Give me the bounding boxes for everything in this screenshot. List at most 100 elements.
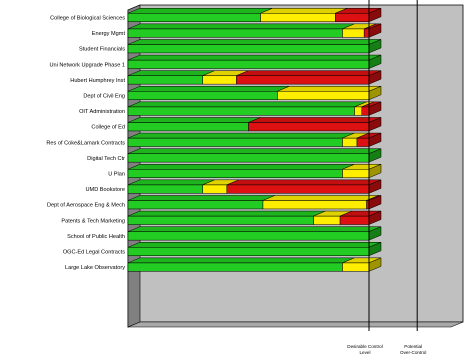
category-label: Hubert Humphrey Inst — [70, 78, 125, 84]
bar-segment — [260, 13, 336, 22]
bar-segment-top — [127, 179, 215, 186]
category-label: Res of Coke&Lamark Contracts — [46, 140, 125, 146]
bar-segment-top — [127, 101, 367, 108]
bar-segment — [127, 28, 343, 38]
bar-segment — [127, 169, 343, 178]
bar-segment — [342, 28, 365, 38]
category-label: Digital Tech Ctr — [87, 156, 125, 162]
bar-segment — [127, 44, 370, 54]
plot-floor — [127, 321, 464, 328]
bar-segment-top — [127, 8, 273, 14]
bar-segment — [127, 91, 278, 100]
bar-segment — [127, 106, 355, 116]
bar-segment — [356, 137, 370, 147]
bar-segment-top — [277, 86, 382, 92]
bar-segment — [342, 262, 370, 272]
bar-segment-top — [127, 54, 382, 61]
bar-row — [127, 39, 382, 54]
bar-segment-top — [236, 70, 382, 76]
category-label: Dept of Aerospace Eng & Mech — [47, 203, 125, 209]
bar-segment — [354, 106, 363, 116]
bar-segment-top — [127, 148, 382, 154]
bar-segment-top — [127, 164, 355, 170]
bar-row — [127, 23, 382, 38]
bar-segment — [127, 231, 370, 241]
bar-row — [127, 132, 382, 147]
bar-segment-top — [127, 210, 326, 217]
bar-segment — [236, 75, 370, 85]
bar-segment — [127, 122, 249, 132]
bar-segment-top — [127, 242, 382, 248]
bar-segment-top — [127, 39, 382, 45]
bar-segment — [127, 13, 261, 22]
bar-row — [127, 257, 382, 272]
bar-row — [127, 117, 382, 132]
bars — [127, 7, 382, 272]
bar-segment — [226, 184, 370, 194]
bar-segment-top — [127, 132, 355, 139]
category-label: Large Lake Observatory — [65, 265, 125, 271]
bar-segment — [262, 200, 367, 210]
reference-label: Level — [360, 350, 371, 355]
bar-row — [127, 179, 382, 194]
category-label: Dept of Civil Eng — [83, 94, 125, 100]
bar-segment — [127, 215, 314, 225]
bar-row — [127, 101, 382, 116]
bar-segment — [202, 75, 237, 85]
category-label: College of Biological Sciences — [50, 16, 125, 22]
bar-row — [127, 70, 382, 85]
bar-segment-top — [260, 8, 348, 14]
category-label: OIT Administration — [79, 109, 125, 115]
bar-segment — [127, 137, 343, 147]
category-label: College of Ed — [91, 125, 125, 131]
bar-segment-top — [226, 179, 382, 186]
category-label: Student Financials — [79, 47, 125, 53]
bar-segment — [127, 153, 370, 163]
bar-segment — [313, 215, 341, 225]
bar-segment-top — [262, 195, 379, 201]
bar-segment-top — [127, 117, 261, 123]
category-label: Uni Network Upgrade Phase 1 — [49, 62, 125, 68]
bar-segment — [127, 59, 370, 69]
bar-segment — [339, 215, 370, 225]
bar-row — [127, 148, 382, 163]
bar-segment — [277, 91, 370, 100]
category-label: U Plan — [108, 172, 125, 178]
bar-segment-top — [127, 195, 276, 201]
bar-segment — [127, 247, 370, 256]
reference-label: Over-Control — [400, 350, 426, 355]
reference-label: Potential — [404, 344, 422, 349]
category-label: Energy Mgmt — [92, 31, 126, 37]
bar-row — [127, 241, 382, 257]
bar-segment — [127, 184, 203, 194]
bar-segment — [361, 106, 370, 116]
category-label: School of Public Health — [67, 234, 125, 240]
bar-row — [127, 54, 382, 69]
bar-row — [127, 195, 382, 210]
bar-segment — [127, 200, 264, 210]
category-label: Patents & Tech Marketing — [61, 218, 125, 224]
category-labels: College of Biological Sciences Energy Mgm… — [46, 16, 125, 272]
bar-segment — [335, 13, 370, 22]
bar-row — [127, 210, 382, 225]
bar-segment — [202, 184, 228, 194]
bar-segment — [127, 75, 203, 85]
category-label: UMD Bookstore — [86, 187, 125, 193]
bar-segment-top — [127, 23, 355, 30]
bar-row — [127, 163, 382, 179]
bar-segment-top — [248, 117, 382, 123]
bar-segment — [127, 262, 343, 272]
bar-segment — [342, 169, 370, 178]
category-label: OGC-Ed Legal Contracts — [63, 250, 125, 256]
bar-row — [127, 85, 382, 101]
reference-lines — [368, 0, 418, 331]
bar-segment-top — [127, 257, 355, 264]
bar-segment-top — [127, 70, 215, 76]
bar-segment-top — [127, 226, 382, 232]
bar-segment-top — [127, 86, 290, 92]
bar-segment — [363, 28, 370, 38]
reference-label: Desirable Control — [347, 344, 383, 349]
bar-segment — [248, 122, 370, 132]
